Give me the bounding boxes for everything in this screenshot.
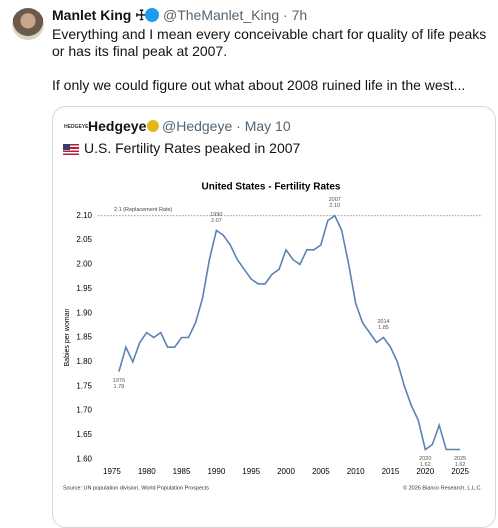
tweet-body: Everything and I mean every conceivable … xyxy=(52,26,492,111)
annotation-value: 2.07 xyxy=(211,218,222,224)
annotation-value: 2.10 xyxy=(329,203,340,209)
annotation-year: 1976 xyxy=(113,378,125,384)
y-tick-label: 1.95 xyxy=(76,284,92,293)
x-tick-label: 2000 xyxy=(277,467,295,476)
y-tick-label: 1.60 xyxy=(76,454,92,463)
flag-icon xyxy=(63,144,79,155)
quote-handle[interactable]: @Hedgeye · May 10 xyxy=(162,118,291,134)
x-tick-label: 1985 xyxy=(173,467,191,476)
x-tick-label: 1975 xyxy=(103,467,121,476)
chart-title: United States - Fertility Rates xyxy=(202,182,341,193)
quote-text: U.S. Fertility Rates peaked in 2007 xyxy=(84,140,301,156)
data-line xyxy=(118,214,461,451)
x-tick-label: 2025 xyxy=(451,467,469,476)
quote-logo: HEDGEYE xyxy=(64,124,89,130)
verified-badge xyxy=(145,8,159,22)
x-tick-label: 1995 xyxy=(242,467,260,476)
author-name[interactable]: Manlet King ☩ xyxy=(52,7,148,23)
y-tick-label: 1.85 xyxy=(76,333,92,342)
reference-label: 2.1 (Replacement Rate) xyxy=(114,207,173,213)
y-tick-label: 1.90 xyxy=(76,308,92,317)
y-tick-label: 1.75 xyxy=(76,381,92,390)
annotation-year: 2007 xyxy=(329,197,341,203)
page: Manlet King ☩ @TheManlet_King · 7h Every… xyxy=(12,7,496,528)
annotation-year: 2025 xyxy=(454,456,466,462)
y-tick-label: 2.00 xyxy=(76,260,92,269)
avatar[interactable] xyxy=(12,8,44,40)
chart: United States - Fertility Rates Babies pe… xyxy=(63,182,482,492)
annotation-value: 1.62 xyxy=(455,462,466,468)
x-tick-label: 1990 xyxy=(207,467,225,476)
annotation-year: 2014 xyxy=(377,319,389,325)
chart-source: Source: UN population division, World Po… xyxy=(63,485,209,491)
x-tick-label: 2015 xyxy=(382,467,400,476)
y-axis-label: Babies per woman xyxy=(64,308,71,366)
x-tick-label: 2005 xyxy=(312,467,330,476)
chart-credit: © 2026 Bianco Research, L.L.C. xyxy=(403,484,482,491)
annotation-year: 1990 xyxy=(210,212,222,218)
x-tick-label: 2010 xyxy=(347,467,365,476)
y-tick-label: 1.65 xyxy=(76,430,92,439)
author-handle[interactable]: @TheManlet_King · 7h xyxy=(163,7,308,23)
annotation-year: 2020 xyxy=(419,456,431,462)
quote-name[interactable]: Hedgeye xyxy=(88,118,147,134)
annotation-value: 1.85 xyxy=(378,325,389,331)
quote-badge xyxy=(147,120,159,132)
annotation-value: 1.62 xyxy=(420,462,431,468)
y-tick-label: 1.80 xyxy=(76,357,92,366)
annotation-value: 1.78 xyxy=(114,384,125,390)
x-tick-label: 1980 xyxy=(138,467,156,476)
y-tick-label: 2.05 xyxy=(76,235,92,244)
y-tick-label: 1.70 xyxy=(76,406,92,415)
tweet-text: Everything and I mean every conceivable … xyxy=(52,26,487,59)
tweet-text: If only we could figure out what about 2… xyxy=(52,77,466,93)
y-tick-label: 2.10 xyxy=(76,211,92,220)
x-tick-label: 2020 xyxy=(416,467,434,476)
